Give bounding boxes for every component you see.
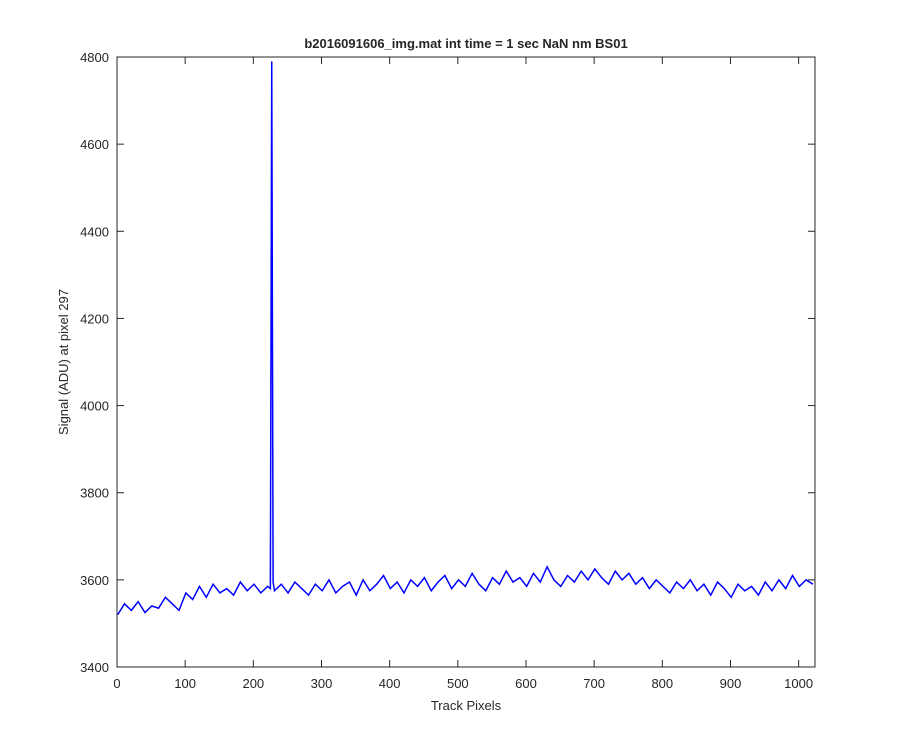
y-tick-label: 3800 (80, 486, 109, 501)
x-tick-label: 0 (113, 676, 120, 691)
y-tick-label: 4400 (80, 224, 109, 239)
y-tick-label: 3600 (80, 573, 109, 588)
y-tick-label: 3400 (80, 660, 109, 675)
axes-box (116, 56, 816, 668)
x-tick-label: 900 (720, 676, 742, 691)
x-tick-label: 1000 (784, 676, 813, 691)
x-tick-label: 100 (174, 676, 196, 691)
x-tick-label: 800 (651, 676, 673, 691)
x-tick-label: 300 (311, 676, 333, 691)
chart-title: b2016091606_img.mat int time = 1 sec NaN… (304, 36, 627, 51)
x-tick-label: 700 (583, 676, 605, 691)
y-tick-label: 4600 (80, 137, 109, 152)
y-tick-label: 4200 (80, 311, 109, 326)
x-tick-label: 600 (515, 676, 537, 691)
x-tick-label: 200 (242, 676, 264, 691)
y-tick-label: 4800 (80, 50, 109, 65)
y-tick-label: 4000 (80, 399, 109, 414)
y-axis-label: Signal (ADU) at pixel 297 (56, 289, 71, 435)
x-axis-label: Track Pixels (431, 698, 502, 713)
x-tick-label: 500 (447, 676, 469, 691)
data-line (117, 61, 814, 616)
x-tick-label: 400 (379, 676, 401, 691)
